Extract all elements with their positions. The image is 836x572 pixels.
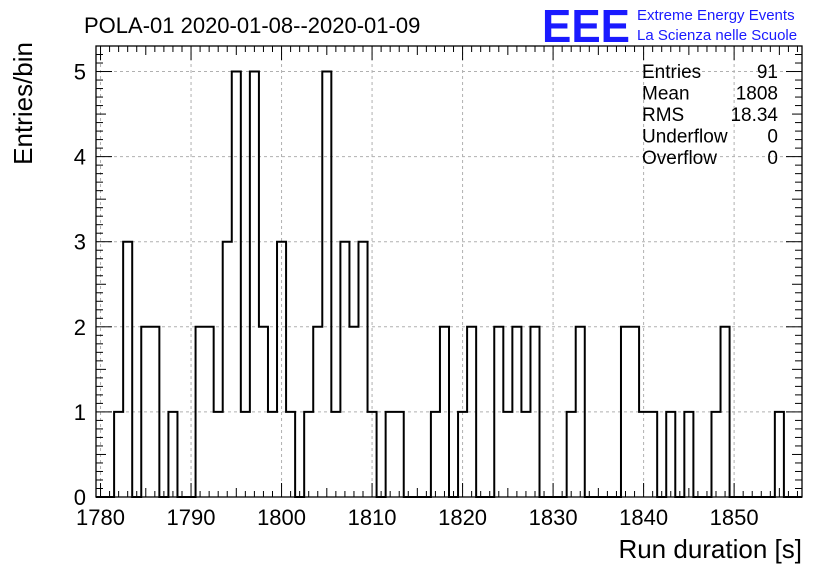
axes	[95, 45, 803, 498]
y-tick-label: 3	[74, 230, 86, 255]
x-tick-label: 1780	[76, 505, 125, 530]
x-axis-ticks: 1780 1790 1800 1810 1820 1830 1840 1850	[76, 46, 798, 530]
stats-value: 1808	[736, 84, 778, 105]
chart-title: POLA-01 2020-01-08--2020-01-09	[84, 13, 420, 38]
y-tick-label: 4	[74, 145, 86, 170]
x-tick-label: 1790	[167, 505, 216, 530]
x-tick-label: 1820	[438, 505, 487, 530]
stats-label: Mean	[642, 84, 690, 105]
plot-frame	[95, 45, 803, 498]
x-tick-label: 1810	[348, 505, 397, 530]
stats-label: Entries	[642, 62, 701, 83]
stats-label: RMS	[642, 105, 684, 126]
y-axis-ticks: 0 1 2 3 4 5	[74, 45, 802, 510]
histogram-outline	[96, 70, 802, 498]
stats-value: 0	[767, 127, 778, 148]
x-tick-label: 1800	[257, 505, 306, 530]
stats-value: 91	[757, 62, 778, 83]
x-tick-label: 1850	[710, 505, 759, 530]
eee-logo-mark: EEE	[542, 0, 630, 52]
eee-logo-line2: La Scienza nelle Scuole	[637, 27, 797, 44]
y-tick-label: 1	[74, 400, 86, 425]
x-tick-label: 1840	[619, 505, 668, 530]
x-tick-label: 1830	[529, 505, 578, 530]
y-tick-label: 0	[74, 485, 86, 510]
eee-logo-line1: Extreme Energy Events	[637, 7, 795, 24]
x-axis-label: Run duration [s]	[618, 534, 802, 564]
eee-logo: EEE Extreme Energy Events La Scienza nel…	[542, 0, 797, 52]
y-axis-label: Entries/bin	[8, 42, 38, 165]
y-tick-label: 2	[74, 315, 86, 340]
stats-label: Overflow	[642, 148, 717, 169]
stats-label: Underflow	[642, 127, 728, 148]
stats-value: 18.34	[730, 105, 778, 126]
y-tick-label: 5	[74, 60, 86, 85]
stats-value: 0	[767, 148, 778, 169]
histogram-bars	[96, 70, 802, 498]
